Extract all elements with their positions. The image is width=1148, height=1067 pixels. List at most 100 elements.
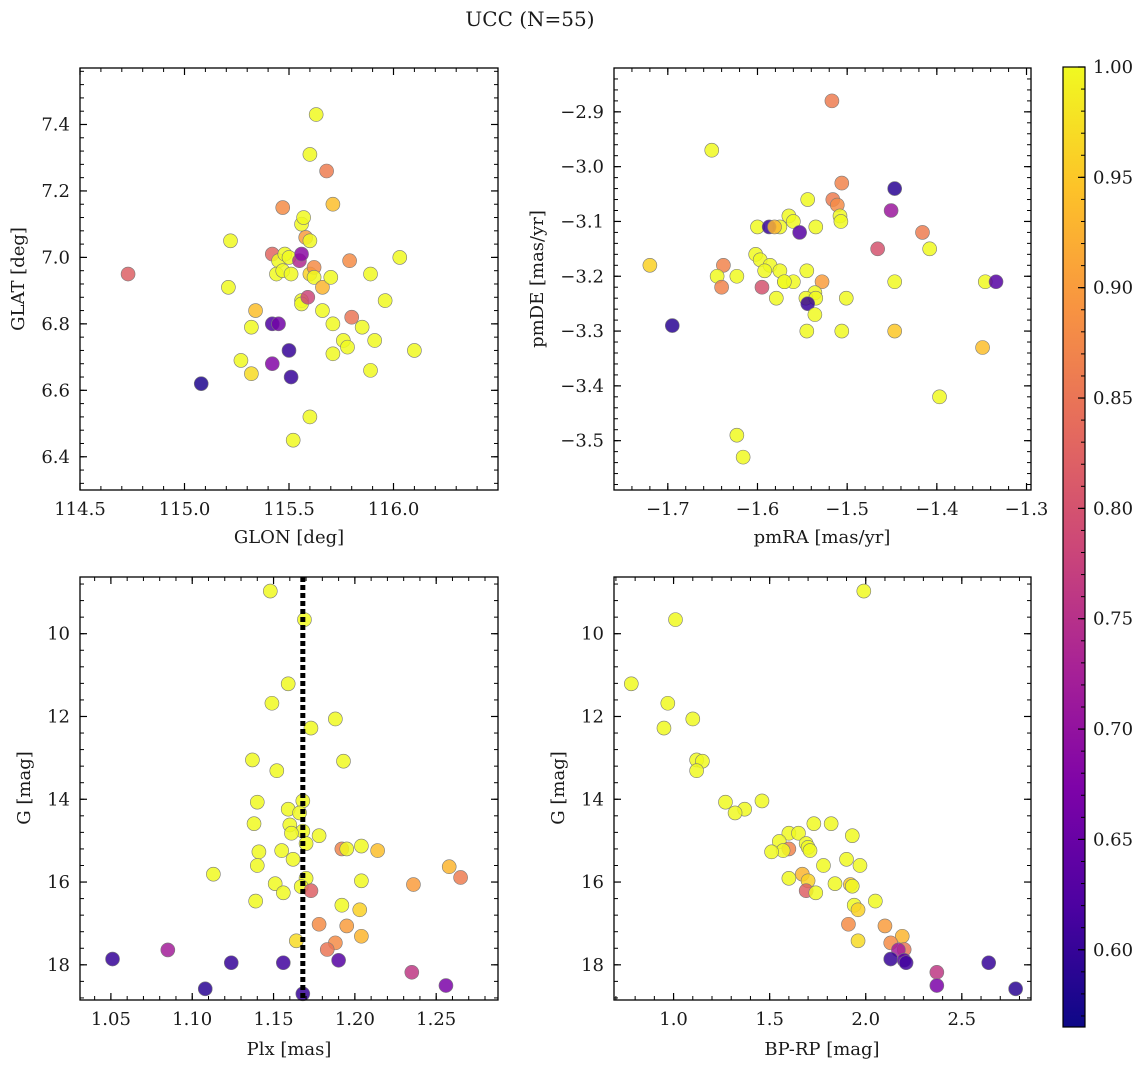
data-point: [406, 877, 421, 892]
y-axis-label: GLAT [deg]: [8, 227, 29, 331]
colorbar-tick-label: 1.00: [1093, 57, 1133, 78]
data-point: [311, 916, 327, 932]
data-point: [642, 257, 658, 273]
data-point: [377, 293, 393, 308]
data-point: [791, 825, 806, 841]
data-point: [844, 828, 860, 843]
data-point: [248, 303, 263, 318]
y-axis-label: G [mag]: [548, 751, 569, 824]
x-tick-label: 1.0: [659, 1009, 688, 1030]
data-point: [308, 107, 324, 122]
figure-title: UCC (N=55): [465, 7, 594, 31]
data-point: [221, 280, 236, 295]
data-point: [764, 844, 779, 860]
y-tick-label: −2.9: [560, 102, 604, 123]
data-point: [714, 279, 729, 295]
colorbar-tick-label: 0.75: [1093, 609, 1133, 630]
data-point: [898, 955, 914, 971]
data-point: [223, 233, 238, 249]
data-point: [883, 203, 899, 218]
y-tick-label: 6.4: [41, 447, 70, 468]
data-point: [824, 93, 840, 109]
data-point: [718, 794, 733, 810]
panel-pmra-pmde: −1.7 −1.6 −1.5 −1.4 −1.3 −2.9 −3.0 −3.1 −3.2 −3.3…: [527, 67, 1049, 548]
data-point: [344, 309, 360, 325]
y-tick-label: 18: [581, 955, 604, 976]
data-point: [716, 257, 731, 273]
plot-frame: [613, 576, 1032, 1001]
data-point: [841, 916, 856, 932]
data-point: [283, 266, 299, 282]
data-point: [808, 885, 824, 901]
data-point: [298, 836, 314, 851]
y-tick-label: 14: [47, 789, 70, 810]
data-point: [792, 225, 807, 240]
x-tick-label: −1.4: [915, 499, 959, 520]
data-point: [271, 316, 286, 332]
data-point: [729, 427, 745, 443]
data-point: [929, 978, 945, 993]
data-point: [276, 955, 291, 971]
data-point: [160, 942, 176, 958]
x-tick-label: −1.3: [1005, 499, 1049, 520]
data-point: [283, 369, 299, 385]
data-point: [303, 720, 319, 736]
data-point: [887, 323, 902, 339]
data-point: [276, 885, 291, 901]
data-point: [887, 274, 902, 290]
data-point: [802, 843, 818, 858]
data-point: [834, 323, 850, 339]
data-point: [735, 449, 751, 465]
data-point: [120, 266, 136, 282]
data-point: [302, 233, 318, 249]
colorbar: 0.60 0.65 0.70 0.75 0.80 0.85 0.90 0.95 1.00: [1062, 57, 1133, 1028]
data-point: [823, 816, 839, 831]
data-point: [844, 878, 860, 894]
data-point: [838, 290, 854, 306]
y-tick-label: 10: [581, 624, 604, 645]
x-tick-label: 116.0: [368, 499, 420, 520]
colorbar-tick-label: 0.95: [1093, 167, 1133, 188]
y-tick-label: 7.4: [41, 114, 70, 135]
data-point: [799, 263, 815, 279]
data-point: [302, 409, 318, 425]
panel-bprp-g: 1.0 1.5 2.0 2.5 10 12 14 16 18 BP-RP [mag] G [ma…: [548, 576, 1032, 1060]
data-point: [850, 933, 866, 949]
data-point: [311, 828, 327, 843]
x-tick-label: 2.0: [851, 1009, 880, 1030]
data-point: [303, 883, 319, 899]
y-tick-label: 7.0: [41, 247, 70, 268]
data-point: [274, 843, 289, 858]
colorbar-tick-label: 0.70: [1093, 719, 1133, 740]
y-tick-label: 12: [581, 706, 604, 727]
x-axis-label: BP-RP [mag]: [764, 1039, 879, 1060]
data-point: [264, 356, 280, 372]
y-tick-label: 7.2: [41, 181, 70, 202]
data-point: [342, 253, 357, 269]
data-point: [407, 343, 422, 358]
data-point: [800, 192, 816, 207]
data-point: [315, 280, 330, 295]
data-point: [441, 859, 457, 875]
x-axis-label: Plx [mas]: [247, 1039, 332, 1060]
data-point: [754, 279, 770, 295]
data-point: [363, 363, 378, 378]
data-point: [769, 290, 784, 306]
data-point: [339, 841, 355, 857]
data-point: [727, 805, 743, 821]
data-point: [988, 274, 1004, 290]
data-point: [623, 676, 639, 692]
data-point: [816, 858, 831, 873]
colorbar-tick-label: 0.60: [1093, 940, 1133, 961]
data-point: [249, 794, 265, 810]
data-point: [660, 695, 676, 711]
data-point: [664, 318, 680, 333]
colorbar-tick-label: 0.65: [1093, 829, 1133, 850]
data-point: [363, 266, 378, 282]
data-point: [206, 866, 221, 882]
data-point: [932, 389, 947, 405]
data-point: [275, 200, 291, 215]
data-point: [689, 763, 704, 779]
data-point: [244, 319, 259, 335]
y-tick-label: −3.4: [560, 376, 604, 397]
